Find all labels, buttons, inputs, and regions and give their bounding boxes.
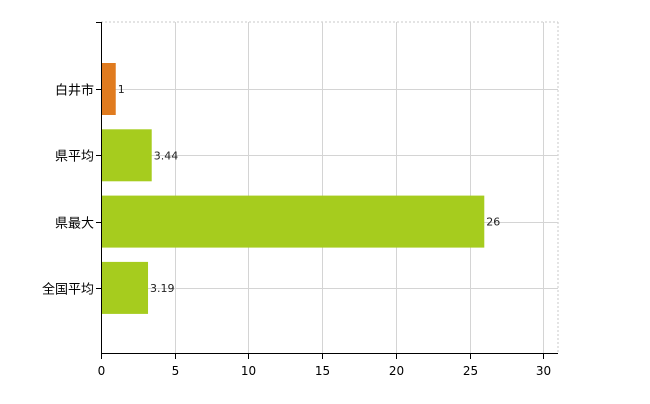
y-tick-label: 県平均 [55, 150, 94, 165]
bar-value-label: 3.44 [154, 149, 179, 162]
bar [101, 195, 485, 248]
bar-value-label: 26 [486, 216, 500, 229]
x-tick-label: 0 [98, 364, 106, 378]
bar-layer [101, 63, 485, 314]
x-tick-label: 10 [241, 364, 256, 378]
y-tick-label: 白井市 [55, 83, 94, 99]
grid-layer [101, 21, 559, 353]
bar-value-label: 1 [118, 83, 125, 96]
bar [101, 261, 149, 314]
x-tick-label: 20 [389, 364, 404, 378]
axis-layer [96, 22, 558, 359]
y-tick-label: 全国平均 [42, 282, 94, 298]
y-tick-label: 県最大 [55, 217, 94, 232]
x-tick-label: 30 [536, 364, 551, 378]
x-tick-label: 15 [315, 364, 330, 378]
bar [101, 63, 116, 115]
x-tick-label: 25 [463, 364, 478, 378]
bar [101, 129, 152, 182]
x-tick-label: 5 [172, 364, 180, 378]
bar-value-label: 3.19 [150, 282, 175, 295]
